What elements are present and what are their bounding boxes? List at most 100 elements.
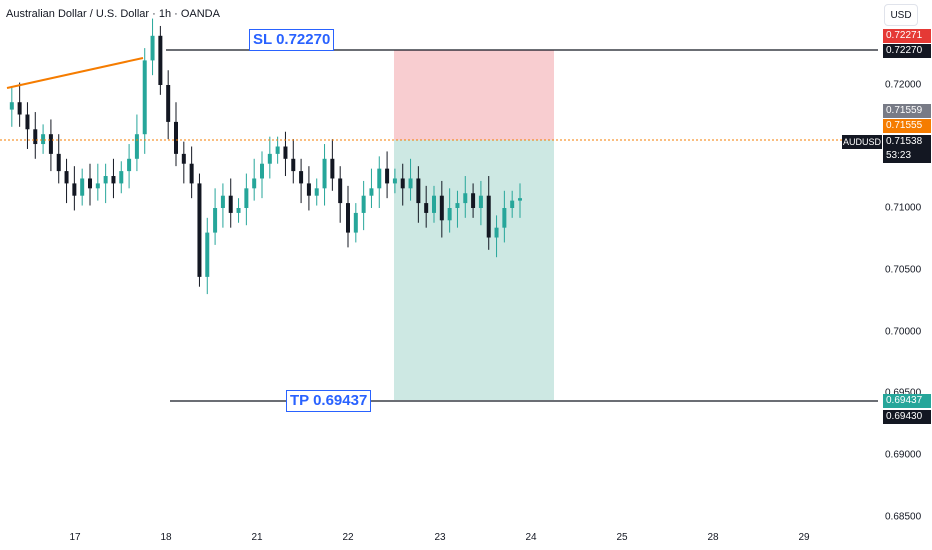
price-label-last: 0.71538 (883, 135, 931, 149)
candle-body (134, 134, 139, 159)
chart-canvas[interactable] (0, 0, 878, 526)
candle-body (322, 158, 327, 189)
price-label-sl: 0.72270 (883, 44, 931, 58)
price-tick: 0.69500 (885, 387, 922, 399)
candle-body (119, 171, 124, 184)
candle-body (518, 198, 522, 201)
candle-body (127, 158, 132, 172)
price-tick: 0.72000 (885, 79, 922, 91)
candle-body (25, 114, 30, 130)
price-label-tp-low: 0.69430 (883, 410, 931, 424)
candle-body (181, 153, 186, 164)
candle-body (17, 102, 22, 115)
candle-body (56, 153, 61, 172)
candle-body (103, 176, 108, 184)
trend-line[interactable] (6, 57, 144, 89)
candle-body (330, 158, 335, 179)
candle-body (455, 203, 460, 208)
candle-body (424, 203, 429, 213)
candle-body (502, 208, 507, 228)
candle-body (228, 195, 233, 213)
candle-body (88, 178, 92, 189)
candle-body (9, 102, 14, 110)
candle-body (189, 163, 194, 184)
price-tick: 0.70500 (885, 264, 922, 276)
time-tick: 22 (342, 532, 354, 543)
candle-body (408, 178, 413, 189)
price-tick: 0.70000 (885, 326, 922, 338)
chart-title: Australian Dollar / U.S. Dollar · 1h · O… (6, 8, 220, 20)
candle-body (486, 195, 491, 238)
symbol-tag: AUDUSD (842, 135, 882, 149)
currency-button[interactable]: USD (884, 4, 918, 26)
sl-label[interactable]: SL 0.72270 (249, 29, 335, 51)
time-tick: 24 (525, 532, 537, 543)
candle-body (400, 178, 405, 189)
candle-body (142, 60, 147, 135)
tp-label[interactable]: TP 0.69437 (286, 390, 372, 412)
price-tick: 0.69000 (885, 449, 922, 461)
candle-body (361, 195, 366, 213)
candle-body (478, 195, 483, 208)
price-label-current: 0.71555 (883, 119, 931, 133)
reward-zone[interactable] (394, 140, 554, 400)
time-tick: 28 (707, 532, 719, 543)
risk-zone[interactable] (394, 50, 554, 140)
candle-body (48, 134, 53, 154)
candle-body (275, 146, 280, 154)
candle-body (220, 195, 225, 208)
candle-body (80, 178, 85, 196)
candle-body (260, 163, 264, 179)
candle-body (392, 178, 397, 184)
candle-body (369, 188, 374, 196)
time-tick: 17 (69, 532, 81, 543)
price-label-tp: 0.69437 (883, 394, 931, 408)
candle-body (510, 200, 515, 208)
countdown-label: 53:23 (883, 149, 931, 163)
candle-body (72, 183, 77, 196)
time-tick: 18 (160, 532, 172, 543)
candle-body (267, 153, 272, 164)
candle-body (291, 158, 296, 172)
candle-body (299, 171, 304, 184)
price-axis[interactable]: 0.72000 0.71000 0.70500 0.70000 0.69500 … (878, 0, 932, 550)
candle-body (432, 195, 436, 213)
time-tick: 25 (616, 532, 628, 543)
candle-body (463, 193, 468, 204)
candle-body (283, 146, 288, 159)
candle-body (471, 193, 476, 208)
candle-body (314, 188, 319, 196)
time-tick: 29 (798, 532, 810, 543)
time-tick: 21 (251, 532, 263, 543)
candle-body (447, 208, 452, 221)
candle-body (197, 183, 202, 277)
candle-body (385, 168, 390, 184)
candle-body (174, 121, 178, 154)
candle-body (346, 203, 350, 233)
candle-body (416, 178, 421, 204)
candle-body (252, 178, 257, 189)
candle-body (33, 129, 38, 145)
candle-body (213, 208, 218, 233)
price-label-sl-high: 0.72271 (883, 29, 931, 43)
candle-body (353, 212, 358, 233)
candle-body (306, 183, 311, 196)
candle-body (95, 183, 100, 189)
candle-body (150, 35, 155, 61)
price-tick: 0.68500 (885, 511, 922, 523)
candle-body (64, 171, 69, 184)
candle-body (111, 176, 116, 184)
price-label-high: 0.71559 (883, 104, 931, 118)
candle-body (158, 35, 163, 85)
candle-body (205, 232, 210, 277)
candle-body (236, 208, 241, 213)
time-tick: 23 (434, 532, 446, 543)
candle-body (439, 195, 444, 221)
time-axis[interactable]: 17 18 21 22 23 24 25 28 29 (0, 526, 878, 550)
candle-body (338, 178, 343, 204)
candle-body (494, 227, 499, 238)
price-tick: 0.71000 (885, 202, 922, 214)
candle-body (41, 134, 46, 145)
price-candles (9, 18, 522, 295)
